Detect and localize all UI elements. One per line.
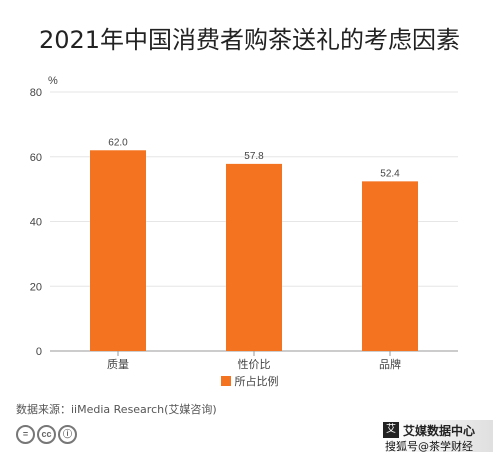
y-tick-label: 60 (30, 152, 42, 164)
data-label: 57.8 (244, 151, 264, 162)
bar (226, 163, 282, 351)
y-tick-label: 40 (30, 217, 42, 229)
data-label: 62.0 (108, 137, 128, 148)
x-tick-label: 性价比 (238, 357, 271, 371)
bar (90, 150, 146, 351)
legend-swatch (220, 376, 231, 386)
legend: 所占比例 (0, 373, 499, 389)
data-label: 52.4 (380, 168, 400, 179)
equal-icon: = (16, 425, 35, 444)
license-icons: = cc ⓘ (16, 425, 77, 444)
y-tick-label: 20 (30, 281, 42, 293)
legend-label: 所占比例 (234, 375, 279, 388)
x-tick-label: 品牌 (379, 357, 401, 371)
watermark-sub: 搜狐号@茶学财经 (385, 440, 473, 453)
cc-icon: cc (37, 425, 56, 444)
watermark-brand: 艾媒数据中心 (403, 424, 476, 438)
chart-title: 2021年中国消费者购茶送礼的考虑因素 (38, 26, 461, 54)
bar (362, 181, 418, 351)
info-icon: ⓘ (58, 425, 77, 444)
watermark: 艾 艾媒数据中心 搜狐号@茶学财经 (383, 420, 493, 453)
source-note: 数据来源：iiMedia Research(艾媒咨询) (16, 403, 217, 416)
brand-logo-icon: 艾 (383, 422, 399, 438)
y-tick-label: 80 (30, 87, 42, 99)
y-axis-unit: % (48, 75, 58, 87)
y-tick-label: 0 (36, 346, 42, 358)
x-tick-label: 质量 (107, 358, 129, 371)
